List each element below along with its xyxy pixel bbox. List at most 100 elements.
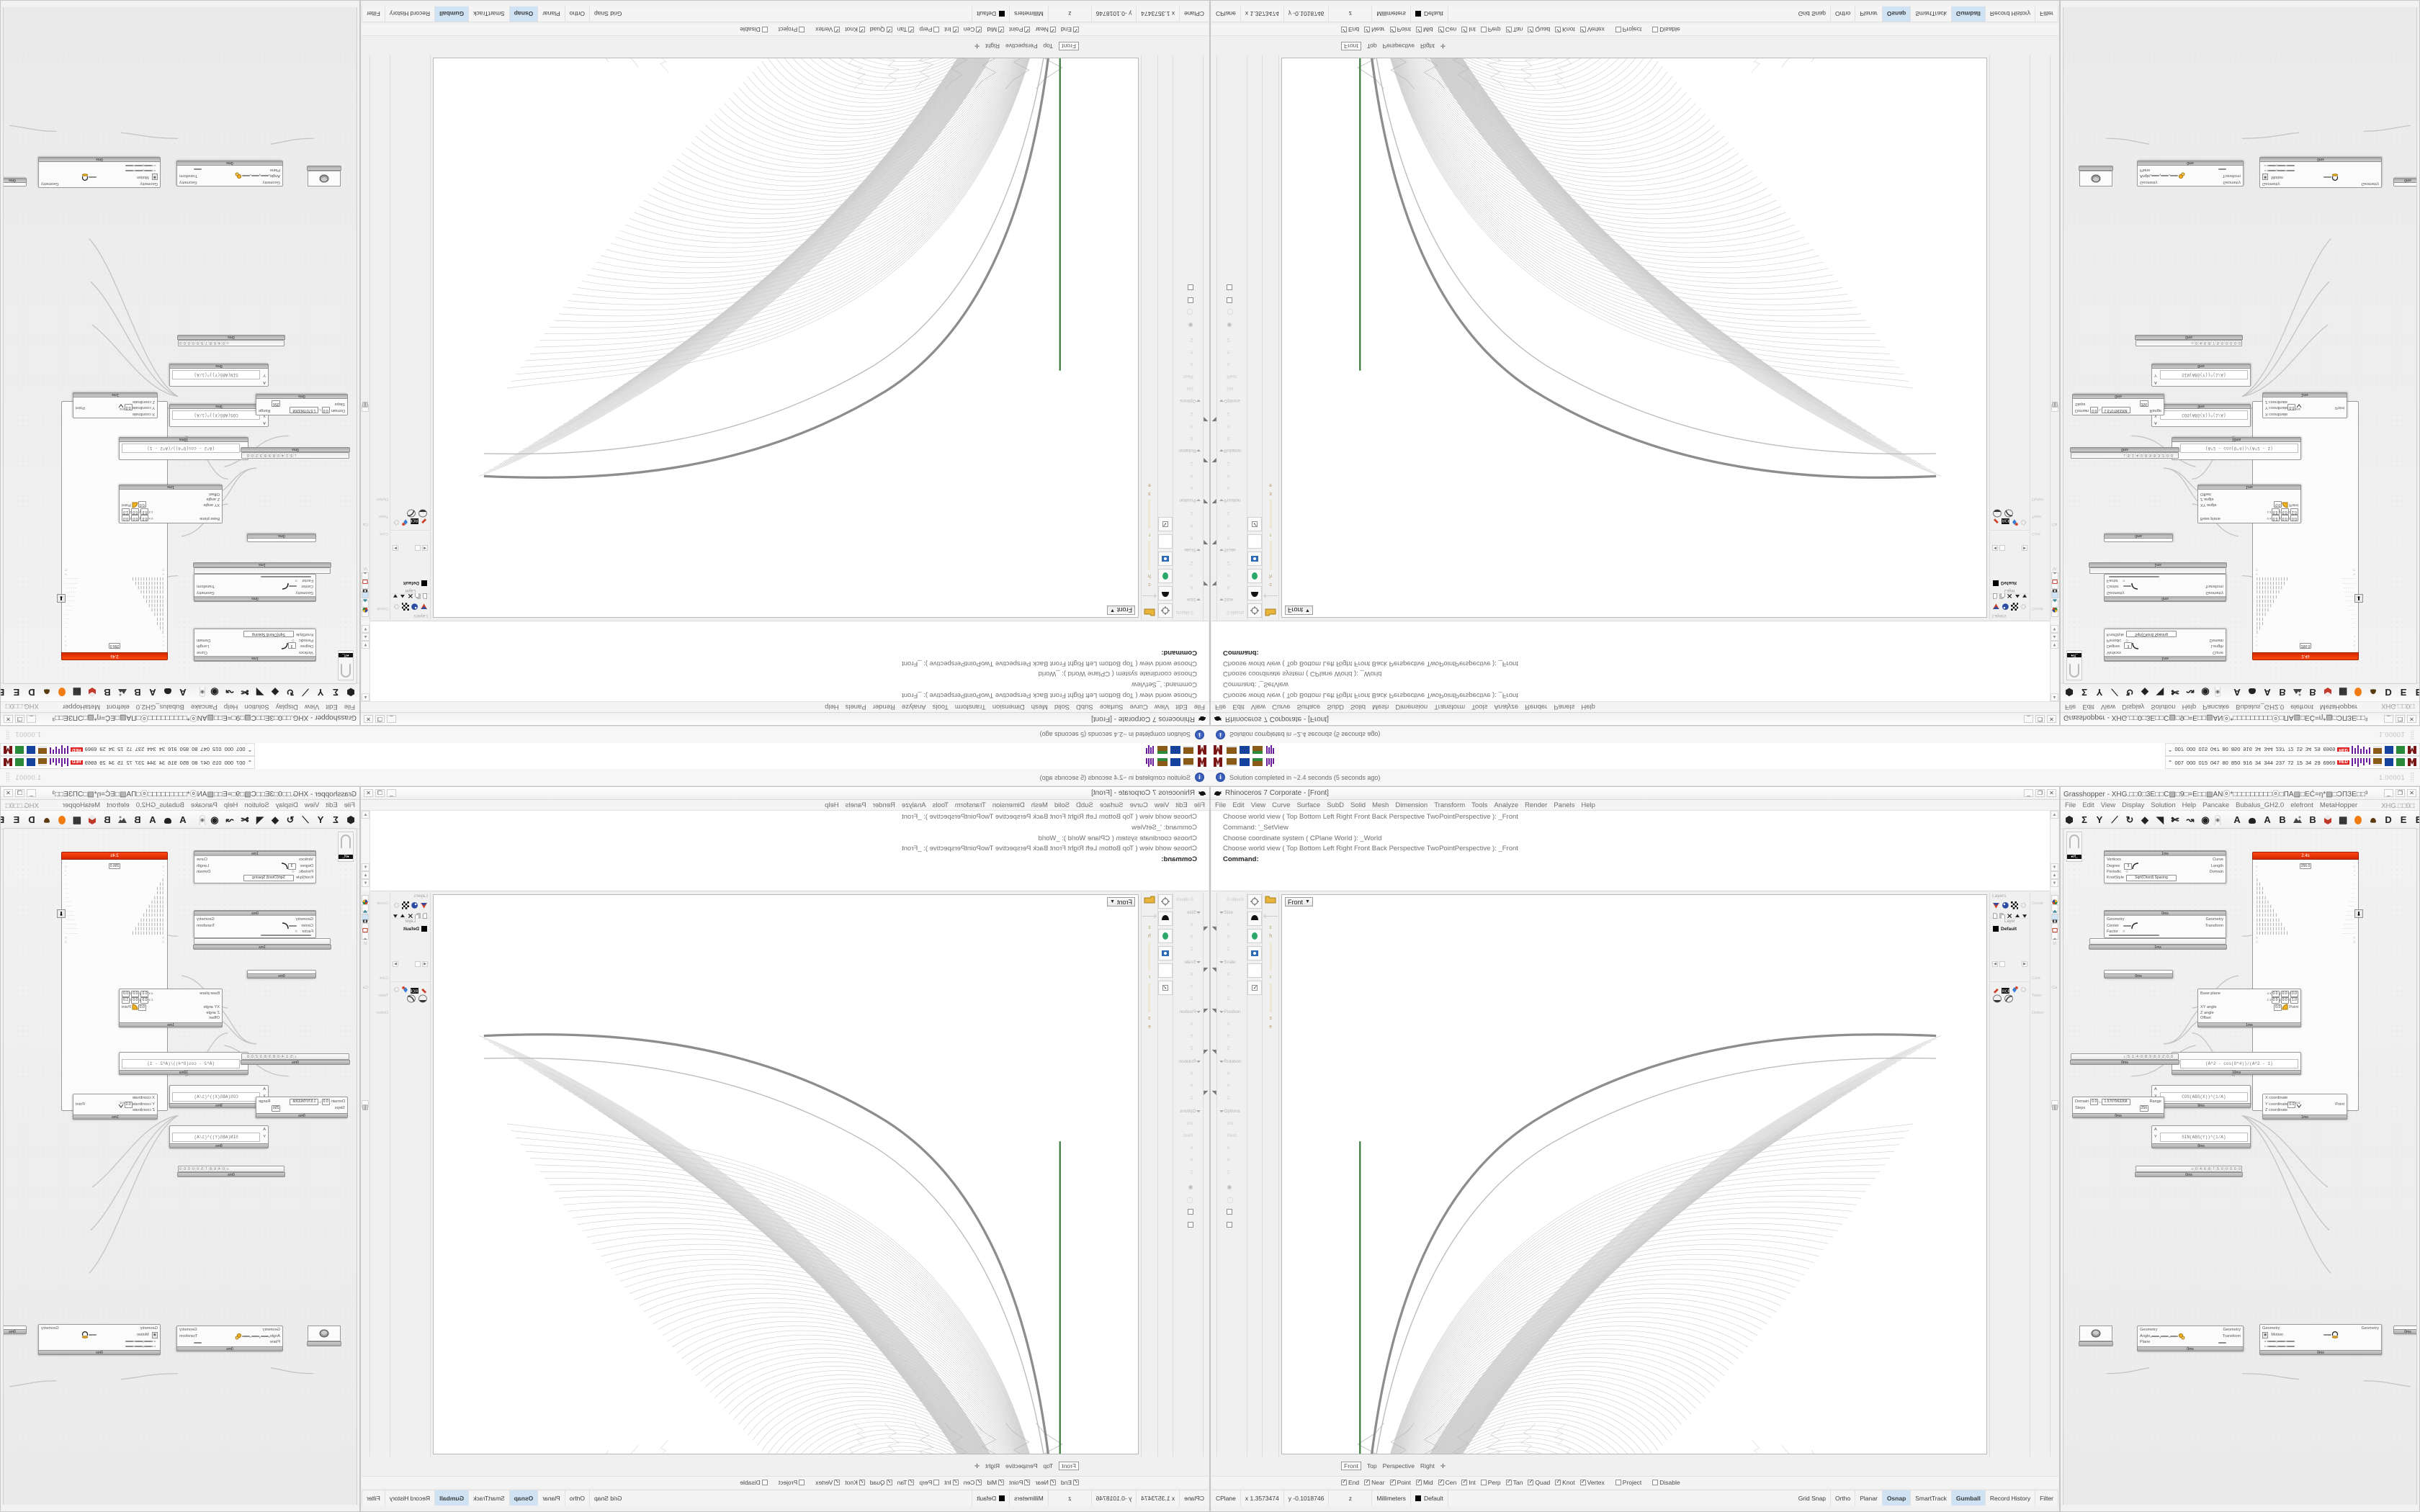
back-arrow-icon[interactable]: ⟵ bbox=[1142, 590, 1157, 602]
collapse-arrow-icon[interactable]: ◥ bbox=[1204, 539, 1209, 546]
gh-menu-view[interactable]: View bbox=[304, 801, 320, 809]
slider-control[interactable]: 0 0 4 6 8 7 5 0 0 0 0 0 bbox=[2136, 1166, 2242, 1172]
option-continuity[interactable]: Cont bbox=[380, 531, 388, 536]
slider-digit[interactable]: 7 bbox=[205, 341, 209, 346]
slider-digit[interactable]: 8 bbox=[264, 453, 268, 458]
input-vertices[interactable]: Geometry bbox=[2107, 590, 2125, 595]
flip-toggle[interactable]: ◉ bbox=[2262, 1331, 2269, 1338]
size-x-field[interactable]: X: bbox=[1227, 923, 1232, 927]
input-center[interactable]: Angle bbox=[2140, 1333, 2151, 1338]
list-row[interactable]: ○ 256.0 ○ bbox=[2256, 642, 2355, 649]
section-position[interactable]: Position bbox=[1217, 1006, 1247, 1019]
osnap-quad[interactable]: Quad bbox=[870, 1479, 892, 1486]
slider-digit[interactable]: 0 bbox=[246, 1054, 251, 1059]
layer-row-default[interactable]: Default bbox=[1990, 580, 2030, 587]
section-size[interactable]: Size bbox=[1217, 906, 1247, 919]
layer-settings-icon[interactable] bbox=[393, 603, 400, 612]
maximize-button[interactable]: ❐ bbox=[15, 715, 24, 723]
input-vertices[interactable]: Vertices bbox=[2107, 858, 2121, 862]
output-curve[interactable]: Geometry bbox=[197, 590, 215, 595]
factor-value[interactable] bbox=[2218, 1341, 2226, 1344]
series-count-value[interactable]: 256.0 bbox=[2299, 642, 2312, 649]
expression-component-cos[interactable]: A X COS(ABS(X))^(1/A) 9ms bbox=[2151, 1085, 2251, 1108]
output-length[interactable]: Transform bbox=[197, 584, 215, 589]
construction-options-panel[interactable]: Constr Cont Taper Option bbox=[2030, 892, 2050, 1457]
gumball-icon[interactable] bbox=[1157, 894, 1173, 909]
surface-icon[interactable]: ◆ bbox=[272, 687, 279, 698]
toggle-osnap[interactable]: Osnap bbox=[508, 1490, 538, 1506]
gh-menu-elefront[interactable]: elefront bbox=[107, 801, 130, 809]
capture-frame-icon[interactable] bbox=[362, 923, 369, 932]
osnap-tan[interactable]: Tan bbox=[897, 27, 915, 34]
range-component[interactable]: Domain 0.0 To 1.5707963268 Range Steps 2… bbox=[2072, 394, 2164, 415]
input-offset[interactable]: Offset bbox=[209, 1016, 220, 1020]
surface-icon[interactable]: ◆ bbox=[2141, 687, 2148, 698]
list-row[interactable]: □ □ bbox=[65, 572, 164, 577]
option-continuity[interactable]: Cont bbox=[380, 976, 388, 981]
option-constraints[interactable]: Constr bbox=[376, 606, 388, 611]
plane-ox[interactable]: 0.0 bbox=[140, 991, 149, 997]
add-tab-icon[interactable]: ✛ bbox=[974, 42, 980, 50]
checkbox-icon[interactable] bbox=[761, 1479, 768, 1485]
digit-scroller-component[interactable]: 1ms bbox=[193, 938, 331, 950]
plane-zz[interactable]: 1.0 bbox=[122, 508, 130, 515]
input-a[interactable]: A bbox=[2154, 1087, 2157, 1092]
color-wheel-icon[interactable] bbox=[2051, 607, 2058, 617]
range-component[interactable]: Domain 0.0 To 1.5707963268 Range Steps 2… bbox=[256, 394, 348, 415]
tray-app-icon[interactable] bbox=[14, 744, 24, 755]
chevron-down-icon[interactable]: ▼ bbox=[1305, 899, 1310, 904]
copy-layer-icon[interactable] bbox=[414, 593, 421, 603]
taskbar-app-icon[interactable] bbox=[1252, 757, 1263, 768]
menu-render[interactable]: Render bbox=[1525, 801, 1548, 809]
plane-ox[interactable] bbox=[2268, 170, 2277, 172]
checkbox-checked-icon[interactable] bbox=[1364, 27, 1371, 33]
expression-component-sin[interactable]: A Y SIN(ABS(Y))^(1/A) 8ms bbox=[2151, 364, 2251, 387]
layers-panel[interactable]: Layers bbox=[390, 55, 431, 620]
move-up-icon[interactable] bbox=[400, 595, 405, 603]
scale-y-field[interactable]: Y: bbox=[1189, 985, 1193, 989]
slider-digit[interactable]: 7 bbox=[2211, 1166, 2215, 1171]
chevron-down-icon[interactable]: ▼ bbox=[1305, 608, 1310, 613]
checkbox-checked-icon[interactable] bbox=[1252, 521, 1258, 527]
folder-icon[interactable] bbox=[1265, 894, 1276, 908]
input-steps[interactable]: Steps bbox=[334, 402, 345, 406]
transform-icon[interactable]: ↝ bbox=[225, 687, 234, 698]
layer-color-swatch[interactable] bbox=[999, 11, 1005, 17]
collapse-arrow-icon[interactable]: ◥ bbox=[1211, 1007, 1216, 1014]
input-steps[interactable]: Steps bbox=[2075, 1106, 2086, 1110]
scroll-up-small-icon[interactable]: ▲ bbox=[362, 633, 369, 641]
output-domain[interactable]: Domain bbox=[197, 870, 211, 874]
output-range[interactable]: Range bbox=[259, 1099, 271, 1104]
slider-control[interactable]: 1 5 1 4 0 8 9 8 3 2 0 0 bbox=[2071, 1053, 2179, 1060]
rhino-statusbar[interactable]: CPlane x 1.3573474 y -0.1018746 z Millim… bbox=[1211, 1490, 2058, 1506]
expression-text[interactable]: (A^2 - cos(O*4))/(A^2 - 1) bbox=[122, 1059, 241, 1068]
center-z[interactable] bbox=[2170, 175, 2179, 176]
command-scrollbar[interactable]: ▲ ▼ ▲ ▼ bbox=[362, 811, 370, 891]
object-properties-panel[interactable]: 0 objects Size X: Y: Z: Scale X: Y: Z: P… bbox=[1217, 55, 1248, 620]
position-x-field[interactable]: X: bbox=[1188, 1022, 1193, 1027]
dendro-icon[interactable] bbox=[117, 814, 128, 826]
anemone-icon[interactable]: A bbox=[179, 814, 187, 825]
plane-zy[interactable] bbox=[2277, 1345, 2286, 1347]
checkbox-icon[interactable] bbox=[761, 27, 768, 33]
option-continuity[interactable]: Cont bbox=[2032, 976, 2040, 981]
menu-help[interactable]: Help bbox=[1581, 801, 1595, 809]
osnap-near[interactable]: Near bbox=[1035, 27, 1056, 34]
bake-toggle-component[interactable] bbox=[2079, 1326, 2113, 1346]
slider-digit[interactable]: 5 bbox=[2215, 1166, 2220, 1171]
tray-app-icon[interactable] bbox=[26, 744, 36, 755]
size-z-field[interactable]: Z: bbox=[1189, 560, 1193, 564]
slider-digit[interactable]: 0 bbox=[2169, 453, 2174, 458]
menu-render[interactable]: Render bbox=[872, 703, 895, 711]
display-icon[interactable]: ◉ bbox=[2201, 814, 2210, 825]
input-geometry[interactable]: Geometry bbox=[2262, 181, 2280, 186]
slider-index[interactable]: 0 bbox=[227, 341, 229, 345]
scroll-up-small-icon[interactable]: ▲ bbox=[2051, 871, 2058, 879]
gh-menu-edit[interactable]: Edit bbox=[326, 703, 338, 711]
option-checkbox[interactable] bbox=[1187, 284, 1193, 290]
slider-digit[interactable]: 4 bbox=[2135, 1054, 2139, 1059]
input-degree[interactable]: Degree bbox=[300, 644, 313, 649]
output-curve[interactable]: Curve bbox=[197, 650, 207, 654]
option-pivot-field[interactable]: Pivot bbox=[1227, 1134, 1237, 1138]
